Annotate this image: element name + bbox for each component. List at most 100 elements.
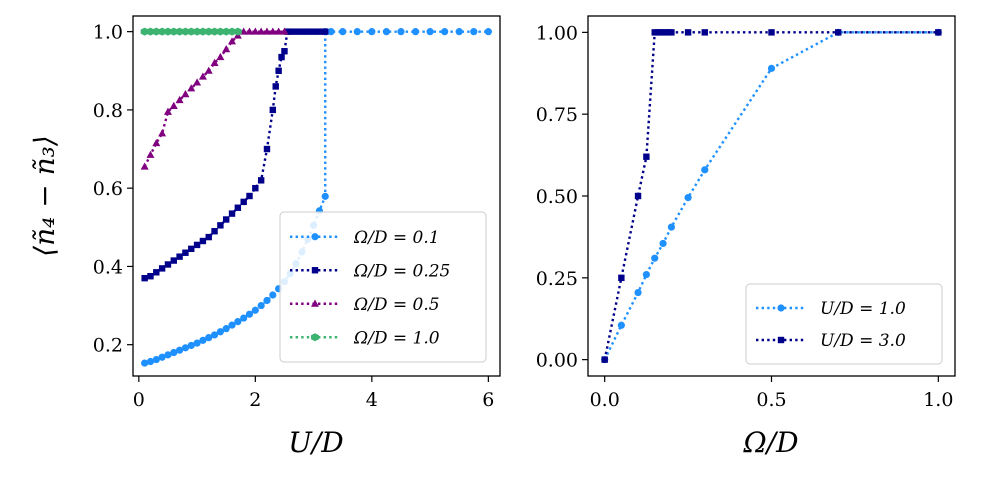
left-series-0-point xyxy=(205,334,213,342)
left-series-0-point xyxy=(187,341,195,350)
left-series-1-point xyxy=(281,48,288,55)
left-series-1-point xyxy=(147,273,154,280)
left-legend-label-1: Ω/D = 0.25 xyxy=(353,261,450,281)
right-legend-label-1: U/D = 3.0 xyxy=(820,331,906,351)
right-series-1-point xyxy=(935,29,942,36)
left-y-axis-title: ⟨ñ₄ − ñ₃⟩ xyxy=(28,135,61,257)
left-legend-marker-1 xyxy=(311,267,319,274)
left-legend-label-3: Ω/D = 1.0 xyxy=(353,328,440,348)
left-series-1-point xyxy=(193,241,201,249)
left-series-0-point xyxy=(216,328,224,336)
right-y-tick-label: 1.00 xyxy=(536,22,578,44)
left-series-1-point xyxy=(205,233,212,241)
left-series-1-point xyxy=(252,184,259,192)
left-series-1-point xyxy=(188,245,195,253)
left-series-0-point xyxy=(441,28,449,36)
left-series-0-point xyxy=(176,346,184,354)
left-x-tick-label: 6 xyxy=(482,389,494,411)
left-y-tick-label: 0.4 xyxy=(93,256,123,278)
left-series-1-point xyxy=(217,222,224,229)
left-series-0-point xyxy=(199,336,207,344)
left-legend-box xyxy=(279,211,487,363)
left-series-0-point xyxy=(210,331,219,339)
right-y-tick-label: 0.00 xyxy=(536,350,578,372)
left-plot-frame xyxy=(132,15,501,377)
left-series-1-point xyxy=(269,106,277,114)
left-series-0-point xyxy=(193,339,201,347)
left-series-0-point xyxy=(339,28,347,36)
left-series-0-point xyxy=(245,310,254,318)
left-series-2-point xyxy=(228,37,237,45)
left-series-2-point xyxy=(268,27,277,35)
left-series-0-point xyxy=(484,28,492,36)
right-y-tick-label: 0.75 xyxy=(536,104,578,126)
right-series-0-point xyxy=(642,270,650,279)
left-series-1-point xyxy=(141,274,148,282)
left-series-2-point xyxy=(169,101,178,109)
right-series-0-point xyxy=(659,239,667,248)
left-series-0-point xyxy=(152,355,160,364)
right-series-1-point xyxy=(684,29,692,36)
left-series-0-point xyxy=(251,306,259,314)
left-x-axis-title: U/D xyxy=(288,426,343,459)
right-series-1-point xyxy=(661,29,668,36)
left-series-2-point xyxy=(245,27,254,35)
left-series-2-point xyxy=(257,27,266,35)
left-series-0-point xyxy=(234,318,242,326)
left-series-0-point xyxy=(158,353,166,361)
right-series-1-point xyxy=(768,29,775,36)
left-series-1-point xyxy=(310,28,317,35)
left-series-0-point xyxy=(263,296,271,305)
left-series-1-point xyxy=(176,253,183,260)
left-series-0-point xyxy=(470,28,478,36)
left-series-2-point xyxy=(216,52,225,61)
left-series-1-point xyxy=(263,145,271,153)
left-legend-label-0: Ω/D = 0.1 xyxy=(353,228,440,248)
right-chart-ticks: 0.0 0.5 1.0 0.00 0.25 0.50 0.75 1.00 xyxy=(536,22,954,411)
left-series-1-point xyxy=(158,265,166,272)
left-series-0-point xyxy=(321,192,329,200)
left-chart-series xyxy=(140,27,492,367)
left-x-tick-label: 0 xyxy=(133,389,145,411)
right-series-1-point xyxy=(664,29,672,36)
right-x-tick-label: 1.0 xyxy=(923,389,953,411)
left-series-1-point xyxy=(170,257,177,264)
left-series-2-point xyxy=(251,27,260,35)
left-series-1-point xyxy=(316,28,323,35)
right-series-1-point xyxy=(651,29,658,36)
right-chart-legend: U/D = 1.0 U/D = 3.0 xyxy=(745,283,943,365)
right-series-0-point xyxy=(617,321,625,329)
left-series-1-point xyxy=(234,204,242,211)
left-y-tick-label: 1.0 xyxy=(93,22,123,44)
right-series-1-point xyxy=(654,29,662,36)
left-series-1-point xyxy=(278,53,285,61)
right-series-0-point xyxy=(701,166,709,174)
right-x-tick-label: 0.5 xyxy=(756,389,786,411)
right-series-1-point xyxy=(668,29,675,36)
right-chart-panel: 0.0 0.5 1.0 0.00 0.25 0.50 0.75 1.00 Ω/D U/D = … xyxy=(536,15,956,459)
right-series-0-point xyxy=(651,254,659,262)
right-legend-label-0: U/D = 1.0 xyxy=(820,299,906,319)
left-series-0-point xyxy=(269,291,277,299)
left-series-0-point xyxy=(222,325,230,333)
left-series-0-point xyxy=(353,28,361,36)
left-chart-legend: Ω/D = 0.1 Ω/D = 0.25 Ω/D = 0.5 Ω/D = 1.0 xyxy=(279,211,487,363)
left-series-1-point xyxy=(153,269,160,276)
left-series-0-point xyxy=(397,28,405,36)
left-series-2-point xyxy=(175,95,184,104)
left-legend-marker-0 xyxy=(311,233,319,241)
left-legend-marker-3 xyxy=(311,333,319,342)
left-legend-label-2: Ω/D = 0.5 xyxy=(353,295,440,315)
right-series-0-line xyxy=(603,31,939,361)
right-series-0-point xyxy=(634,288,642,297)
left-series-2-point xyxy=(210,58,219,66)
right-x-tick-label: 0.0 xyxy=(590,389,620,411)
left-series-2-point xyxy=(146,150,155,158)
left-series-1-point xyxy=(257,177,265,184)
left-series-2-point xyxy=(198,72,207,80)
right-y-tick-label: 0.50 xyxy=(536,186,578,208)
left-series-2-line xyxy=(143,30,285,168)
left-series-0-point xyxy=(170,348,178,357)
left-series-1-point xyxy=(223,216,230,223)
right-y-tick-label: 0.25 xyxy=(536,268,578,290)
